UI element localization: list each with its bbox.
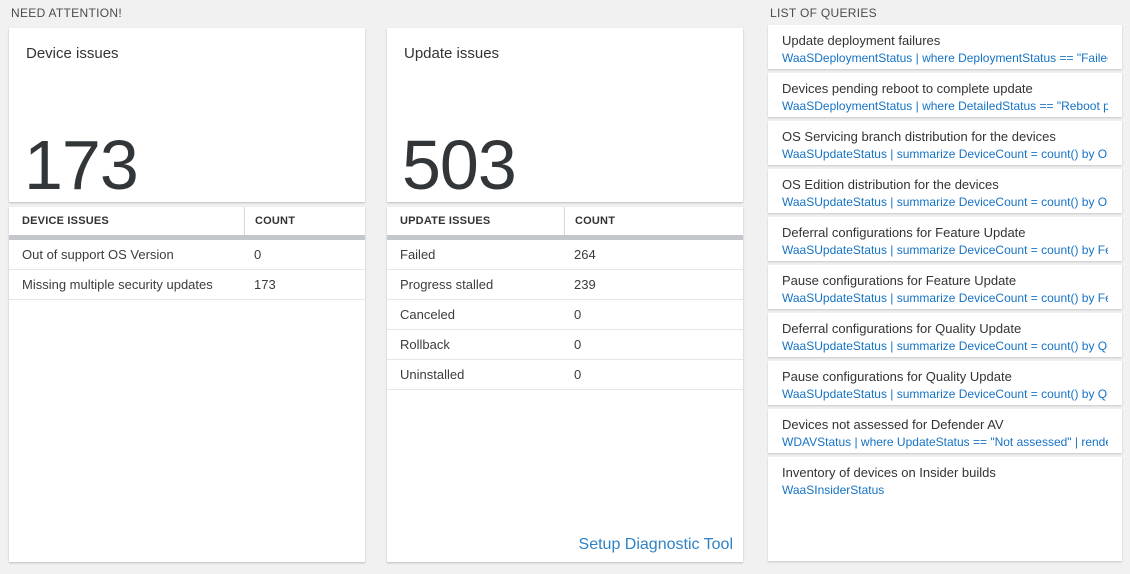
issue-count-cell: 0 [574,307,582,322]
table-row[interactable]: Uninstalled 0 [387,360,743,390]
query-item-query-text: WaaSUpdateStatus | summarize DeviceCount… [782,387,1108,401]
device-issues-table: DEVICE ISSUES COUNT Out of support OS Ve… [9,207,365,562]
update-issues-table: UPDATE ISSUES COUNT Failed 264 Progress … [387,207,743,562]
table-row[interactable]: Failed 264 [387,240,743,270]
update-issues-table-body: Failed 264 Progress stalled 239 Canceled… [387,240,743,390]
query-list-item[interactable]: Pause configurations for Quality Update … [768,361,1122,405]
query-item-title: Devices not assessed for Defender AV [782,417,1004,432]
query-item-query-text: WaaSUpdateStatus | summarize DeviceCount… [782,243,1108,257]
query-item-title: Deferral configurations for Quality Upda… [782,321,1022,336]
device-issues-header-name: DEVICE ISSUES [22,215,109,227]
query-item-title: Inventory of devices on Insider builds [782,465,996,480]
table-header-divider [387,235,743,240]
query-item-title: Pause configurations for Quality Update [782,369,1012,384]
issue-count-cell: 0 [574,337,582,352]
issue-name-cell: Rollback [400,337,450,352]
need-attention-section-title: NEED ATTENTION! [11,6,122,20]
device-issues-card[interactable]: Device issues 173 [9,28,365,202]
table-row[interactable]: Rollback 0 [387,330,743,360]
update-issues-header-name: UPDATE ISSUES [400,215,491,227]
query-item-query-text: WaaSInsiderStatus [782,483,885,497]
query-list-column: LIST OF QUERIES Update deployment failur… [768,0,1122,561]
query-item-title: OS Servicing branch distribution for the… [782,129,1056,144]
query-item-query-text: WaaSDeploymentStatus | where DeploymentS… [782,51,1108,65]
need-attention-section-spacer [387,0,743,28]
query-item-title: Deferral configurations for Feature Upda… [782,225,1026,240]
device-issues-header-count: COUNT [244,207,365,235]
query-list-item[interactable]: Update deployment failures WaaSDeploymen… [768,25,1122,69]
issue-name-cell: Out of support OS Version [22,247,174,262]
query-list-item[interactable]: OS Servicing branch distribution for the… [768,121,1122,165]
issue-name-cell: Uninstalled [400,367,465,382]
query-item-query-text: WDAVStatus | where UpdateStatus == "Not … [782,435,1108,449]
issue-name-cell: Canceled [400,307,455,322]
issue-name-cell: Failed [400,247,436,262]
query-item-query-text: WaaSUpdateStatus | summarize DeviceCount… [782,339,1108,353]
query-list-item[interactable]: Pause configurations for Feature Update … [768,265,1122,309]
issue-count-cell: 0 [574,367,582,382]
update-issues-card-title: Update issues [404,45,500,62]
query-item-title: Update deployment failures [782,33,941,48]
query-item-query-text: WaaSUpdateStatus | summarize DeviceCount… [782,291,1108,305]
setup-diagnostic-tool-link[interactable]: Setup Diagnostic Tool [578,536,733,553]
device-issues-card-title: Device issues [26,45,119,62]
device-issues-column: NEED ATTENTION! Device issues 173 DEVICE… [9,0,365,562]
query-list-item[interactable]: Inventory of devices on Insider builds W… [768,457,1122,561]
query-item-title: Pause configurations for Feature Update [782,273,1017,288]
device-issues-table-body: Out of support OS Version 0 Missing mult… [9,240,365,300]
query-list-item[interactable]: Devices not assessed for Defender AV WDA… [768,409,1122,453]
issue-count-cell: 264 [574,247,596,262]
issue-name-cell: Progress stalled [400,277,494,292]
issue-count-cell: 173 [254,277,276,292]
table-row[interactable]: Out of support OS Version 0 [9,240,365,270]
device-issues-count: 173 [24,126,139,204]
update-issues-card[interactable]: Update issues 503 [387,28,743,202]
query-list-item[interactable]: Deferral configurations for Quality Upda… [768,313,1122,357]
query-list-item[interactable]: Deferral configurations for Feature Upda… [768,217,1122,261]
update-issues-column: Update issues 503 UPDATE ISSUES COUNT Fa… [387,0,743,562]
query-item-query-text: WaaSUpdateStatus | summarize DeviceCount… [782,147,1108,161]
query-item-title: Devices pending reboot to complete updat… [782,81,1033,96]
table-header-divider [9,235,365,240]
query-list-item[interactable]: OS Edition distribution for the devices … [768,169,1122,213]
query-item-title: OS Edition distribution for the devices [782,177,999,192]
query-item-query-text: WaaSUpdateStatus | summarize DeviceCount… [782,195,1108,209]
query-list: Update deployment failures WaaSDeploymen… [768,25,1122,561]
table-row[interactable]: Canceled 0 [387,300,743,330]
update-issues-count: 503 [402,126,517,204]
list-of-queries-section-title: LIST OF QUERIES [770,6,877,20]
query-item-query-text: WaaSDeploymentStatus | where DetailedSta… [782,99,1108,113]
update-issues-header-count: COUNT [564,207,743,235]
issue-name-cell: Missing multiple security updates [22,277,213,292]
query-list-item[interactable]: Devices pending reboot to complete updat… [768,73,1122,117]
table-row[interactable]: Progress stalled 239 [387,270,743,300]
device-issues-table-header: DEVICE ISSUES COUNT [9,207,365,235]
update-issues-table-header: UPDATE ISSUES COUNT [387,207,743,235]
issue-count-cell: 239 [574,277,596,292]
table-row[interactable]: Missing multiple security updates 173 [9,270,365,300]
issue-count-cell: 0 [254,247,262,262]
